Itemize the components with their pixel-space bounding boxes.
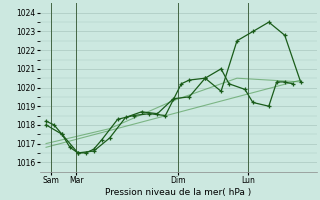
- X-axis label: Pression niveau de la mer( hPa ): Pression niveau de la mer( hPa ): [105, 188, 251, 197]
